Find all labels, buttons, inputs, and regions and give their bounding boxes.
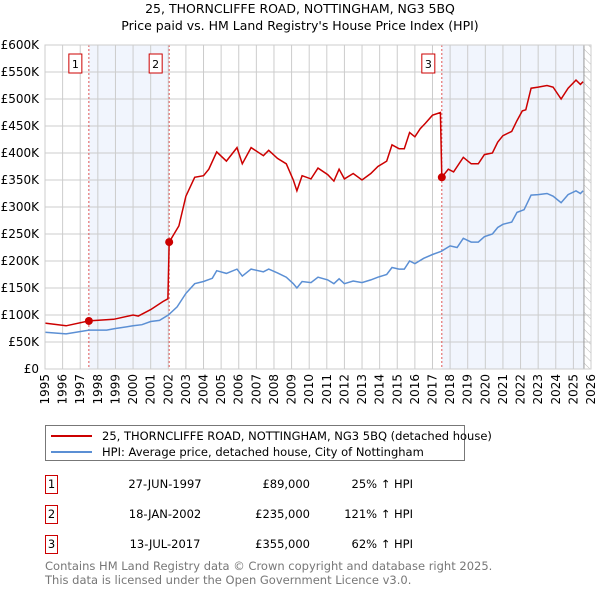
x-tick-label: 2004 [197,374,211,405]
x-tick-label: 2025 [566,374,580,405]
x-tick-label: 1998 [91,374,105,405]
legend-swatch-blue [51,451,92,453]
y-tick-label: £300K [1,200,41,214]
x-tick-label: 2021 [496,374,510,405]
transaction-row: 3 13-JUL-2017 £355,000 62% ↑ HPI [45,535,465,555]
x-tick-label: 2022 [514,374,528,405]
legend-item-property: 25, THORNCLIFFE ROAD, NOTTINGHAM, NG3 5B… [46,428,492,444]
legend-item-hpi: HPI: Average price, detached house, City… [46,444,424,460]
transaction-date: 18-JAN-2002 [128,507,202,521]
x-tick-label: 2000 [126,374,140,405]
chart-subtitle: Price paid vs. HM Land Registry's House … [121,18,478,33]
transaction-marker: 2 [45,505,58,524]
sale-point [165,238,174,247]
transaction-row: 1 27-JUN-1997 £89,000 25% ↑ HPI [45,475,465,495]
x-tick-label: 2015 [390,374,404,405]
x-tick-label: 2012 [337,374,351,405]
transaction-row: 2 18-JAN-2002 £235,000 121% ↑ HPI [45,505,465,525]
legend-swatch-red [51,435,92,437]
x-tick-label: 2026 [584,374,598,405]
y-tick-label: £200K [1,254,41,268]
legend-label: 25, THORNCLIFFE ROAD, NOTTINGHAM, NG3 5B… [102,429,492,443]
chart-title: 25, THORNCLIFFE ROAD, NOTTINGHAM, NG3 5B… [145,1,455,16]
x-tick-label: 2003 [179,374,193,405]
x-tick-label: 1996 [56,374,70,405]
sale-point [437,173,446,182]
footer-licence: This data is licensed under the Open Gov… [45,573,412,587]
sale-label-box [148,53,163,74]
x-tick-label: 2016 [408,374,422,405]
x-tick-label: 2001 [144,374,158,405]
x-tick-label: 2011 [320,374,334,405]
sale-point [84,316,93,325]
sale-label: 1 [72,58,79,71]
transaction-marker: 3 [45,535,58,554]
y-tick-label: £500K [1,92,41,106]
x-tick-label: 2010 [302,374,316,405]
sale-label-box [68,53,83,74]
x-tick-label: 2023 [531,374,545,405]
y-tick-label: £600K [1,38,41,52]
sale-label: 3 [425,58,432,71]
y-tick-label: £50K [8,335,40,349]
footer-copyright: Contains HM Land Registry data © Crown c… [45,559,493,573]
y-tick-label: £100K [1,308,41,322]
y-tick-label: £0 [24,362,39,376]
x-tick-label: 2013 [355,374,369,405]
x-tick-label: 2017 [425,374,439,405]
x-tick-label: 2020 [478,374,492,405]
x-tick-label: 2006 [232,374,246,405]
transaction-hpi: 62% ↑ HPI [351,537,413,551]
x-tick-label: 2007 [249,374,263,405]
y-tick-label: £150K [1,281,41,295]
y-tick-label: £250K [1,227,41,241]
legend: 25, THORNCLIFFE ROAD, NOTTINGHAM, NG3 5B… [45,425,492,461]
x-tick-label: 2024 [549,374,563,405]
y-tick-label: £550K [1,65,41,79]
x-tick-label: 2005 [214,374,228,405]
x-tick-label: 2008 [267,374,281,405]
y-tick-label: £350K [1,173,41,187]
x-tick-label: 2014 [373,374,387,405]
sale-label: 2 [152,58,159,71]
transaction-price: £355,000 [255,537,310,551]
transaction-hpi: 25% ↑ HPI [351,477,413,491]
transaction-marker: 1 [45,475,58,494]
y-tick-label: £450K [1,119,41,133]
x-tick-label: 1997 [73,374,87,405]
x-tick-label: 2019 [461,374,475,405]
transaction-date: 13-JUL-2017 [129,537,201,551]
legend-label: HPI: Average price, detached house, City… [102,445,424,459]
property-series-line [44,79,584,327]
hpi-series-line [44,189,584,335]
price-chart: 25, THORNCLIFFE ROAD, NOTTINGHAM, NG3 5B… [1,1,598,405]
transaction-hpi: 121% ↑ HPI [344,507,413,521]
x-tick-label: 1999 [108,374,122,405]
transaction-price: £89,000 [262,477,310,491]
x-tick-label: 1995 [38,374,52,405]
x-tick-label: 2018 [443,374,457,405]
y-tick-label: £400K [1,146,41,160]
transaction-price: £235,000 [255,507,310,521]
plot-frame [44,44,592,370]
sale-label-box [421,53,436,74]
transaction-date: 27-JUN-1997 [128,477,202,491]
x-tick-label: 2009 [285,374,299,405]
x-tick-label: 2002 [161,374,175,405]
